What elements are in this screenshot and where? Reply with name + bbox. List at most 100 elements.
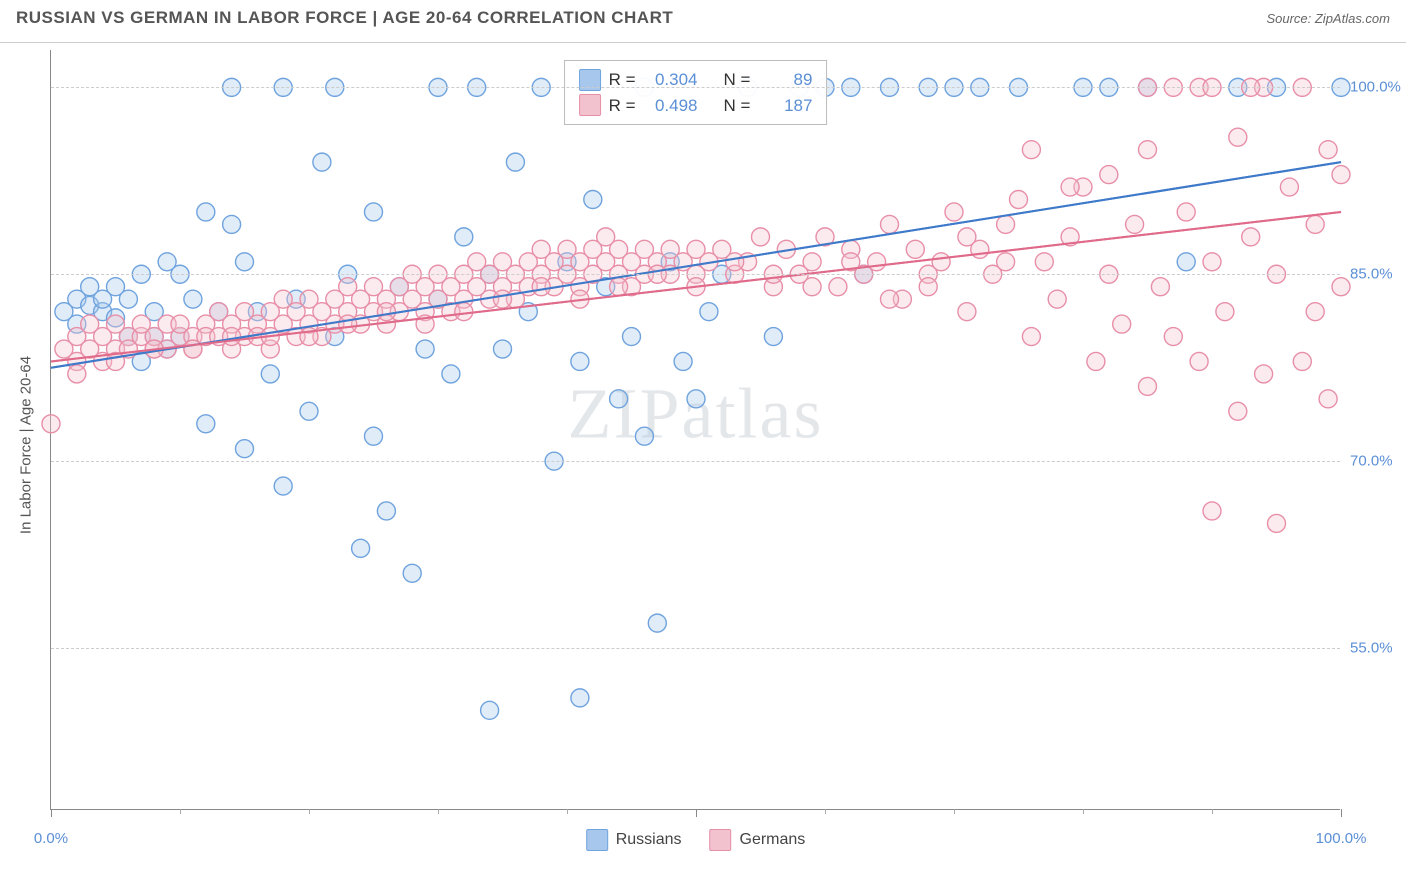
data-point-germans bbox=[945, 203, 963, 221]
data-point-russians bbox=[481, 701, 499, 719]
data-point-germans bbox=[1100, 166, 1118, 184]
stats-r-value-germans: 0.498 bbox=[644, 93, 698, 119]
x-tick-minor bbox=[954, 809, 955, 814]
x-tick-minor bbox=[825, 809, 826, 814]
x-tick-minor bbox=[1212, 809, 1213, 814]
data-point-germans bbox=[1177, 203, 1195, 221]
trend-line-top-germans bbox=[51, 212, 1341, 362]
data-point-germans bbox=[1280, 178, 1298, 196]
stats-n-label: N = bbox=[724, 67, 751, 93]
data-point-russians bbox=[274, 477, 292, 495]
data-point-germans bbox=[1151, 278, 1169, 296]
stats-swatch-germans bbox=[579, 94, 601, 116]
data-point-germans bbox=[68, 365, 86, 383]
data-point-germans bbox=[881, 290, 899, 308]
data-point-germans bbox=[1319, 390, 1337, 408]
data-point-germans bbox=[1293, 352, 1311, 370]
data-point-germans bbox=[1332, 278, 1350, 296]
data-point-russians bbox=[377, 502, 395, 520]
data-point-russians bbox=[119, 290, 137, 308]
data-point-germans bbox=[610, 278, 628, 296]
data-point-germans bbox=[803, 278, 821, 296]
x-tick-major bbox=[696, 809, 697, 817]
source-prefix: Source: bbox=[1266, 11, 1314, 26]
x-tick-minor bbox=[180, 809, 181, 814]
x-tick-minor bbox=[1083, 809, 1084, 814]
bottom-legend: Russians Germans bbox=[586, 829, 806, 851]
plot-region: ZIPatlas R = 0.304 N = 89 R = 0.498 N = … bbox=[50, 50, 1340, 810]
legend-item-germans: Germans bbox=[710, 829, 806, 851]
data-point-russians bbox=[610, 390, 628, 408]
data-point-germans bbox=[1164, 328, 1182, 346]
data-point-germans bbox=[1229, 128, 1247, 146]
data-point-russians bbox=[571, 689, 589, 707]
data-point-germans bbox=[1126, 215, 1144, 233]
data-point-germans bbox=[1087, 352, 1105, 370]
data-point-russians bbox=[300, 402, 318, 420]
stats-r-label: R = bbox=[609, 67, 636, 93]
data-point-russians bbox=[313, 153, 331, 171]
stats-n-value-germans: 187 bbox=[758, 93, 812, 119]
data-point-russians bbox=[223, 215, 241, 233]
data-point-russians bbox=[506, 153, 524, 171]
gridline-h bbox=[51, 87, 1340, 88]
data-point-germans bbox=[919, 278, 937, 296]
x-tick-label: 100.0% bbox=[1316, 830, 1367, 847]
data-point-germans bbox=[42, 415, 60, 433]
data-point-russians bbox=[236, 253, 254, 271]
data-point-germans bbox=[1022, 141, 1040, 159]
legend-swatch-russians bbox=[586, 829, 608, 851]
data-point-russians bbox=[584, 191, 602, 209]
data-point-germans bbox=[881, 215, 899, 233]
data-point-germans bbox=[752, 228, 770, 246]
chart-area: In Labor Force | Age 20-64 ZIPatlas R = … bbox=[50, 50, 1390, 840]
y-tick-label: 100.0% bbox=[1350, 79, 1406, 96]
data-point-germans bbox=[932, 253, 950, 271]
data-point-germans bbox=[532, 278, 550, 296]
chart-title: RUSSIAN VS GERMAN IN LABOR FORCE | AGE 2… bbox=[16, 8, 673, 28]
data-point-germans bbox=[1229, 402, 1247, 420]
plot-svg bbox=[51, 50, 1341, 810]
y-axis-label: In Labor Force | Age 20-64 bbox=[18, 356, 35, 534]
data-point-russians bbox=[764, 328, 782, 346]
gridline-h bbox=[51, 274, 1340, 275]
data-point-russians bbox=[674, 352, 692, 370]
data-point-germans bbox=[377, 303, 395, 321]
correlation-stats-box: R = 0.304 N = 89 R = 0.498 N = 187 bbox=[564, 60, 828, 125]
data-point-germans bbox=[803, 253, 821, 271]
y-tick-label: 55.0% bbox=[1350, 640, 1406, 657]
data-point-germans bbox=[1048, 290, 1066, 308]
x-tick-major bbox=[1341, 809, 1342, 817]
data-point-germans bbox=[1010, 191, 1028, 209]
data-point-russians bbox=[455, 228, 473, 246]
x-tick-minor bbox=[567, 809, 568, 814]
x-tick-minor bbox=[309, 809, 310, 814]
data-point-germans bbox=[1216, 303, 1234, 321]
source-name: ZipAtlas.com bbox=[1315, 11, 1390, 26]
stats-r-label2: R = bbox=[609, 93, 636, 119]
data-point-germans bbox=[1242, 228, 1260, 246]
data-point-germans bbox=[1255, 365, 1273, 383]
data-point-germans bbox=[1203, 502, 1221, 520]
y-tick-label: 85.0% bbox=[1350, 266, 1406, 283]
x-tick-label: 0.0% bbox=[34, 830, 68, 847]
data-point-germans bbox=[1061, 178, 1079, 196]
y-tick-label: 70.0% bbox=[1350, 453, 1406, 470]
legend-label-germans: Germans bbox=[740, 831, 806, 849]
data-point-russians bbox=[184, 290, 202, 308]
data-point-russians bbox=[623, 328, 641, 346]
gridline-h bbox=[51, 648, 1340, 649]
data-point-russians bbox=[365, 427, 383, 445]
data-point-germans bbox=[829, 278, 847, 296]
data-point-russians bbox=[494, 340, 512, 358]
data-point-germans bbox=[1139, 377, 1157, 395]
data-point-russians bbox=[197, 415, 215, 433]
data-point-russians bbox=[442, 365, 460, 383]
stats-row-russians: R = 0.304 N = 89 bbox=[579, 67, 813, 93]
gridline-h bbox=[51, 461, 1340, 462]
data-point-germans bbox=[1190, 352, 1208, 370]
data-point-germans bbox=[1113, 315, 1131, 333]
data-point-germans bbox=[958, 303, 976, 321]
data-point-germans bbox=[1306, 215, 1324, 233]
data-point-russians bbox=[365, 203, 383, 221]
